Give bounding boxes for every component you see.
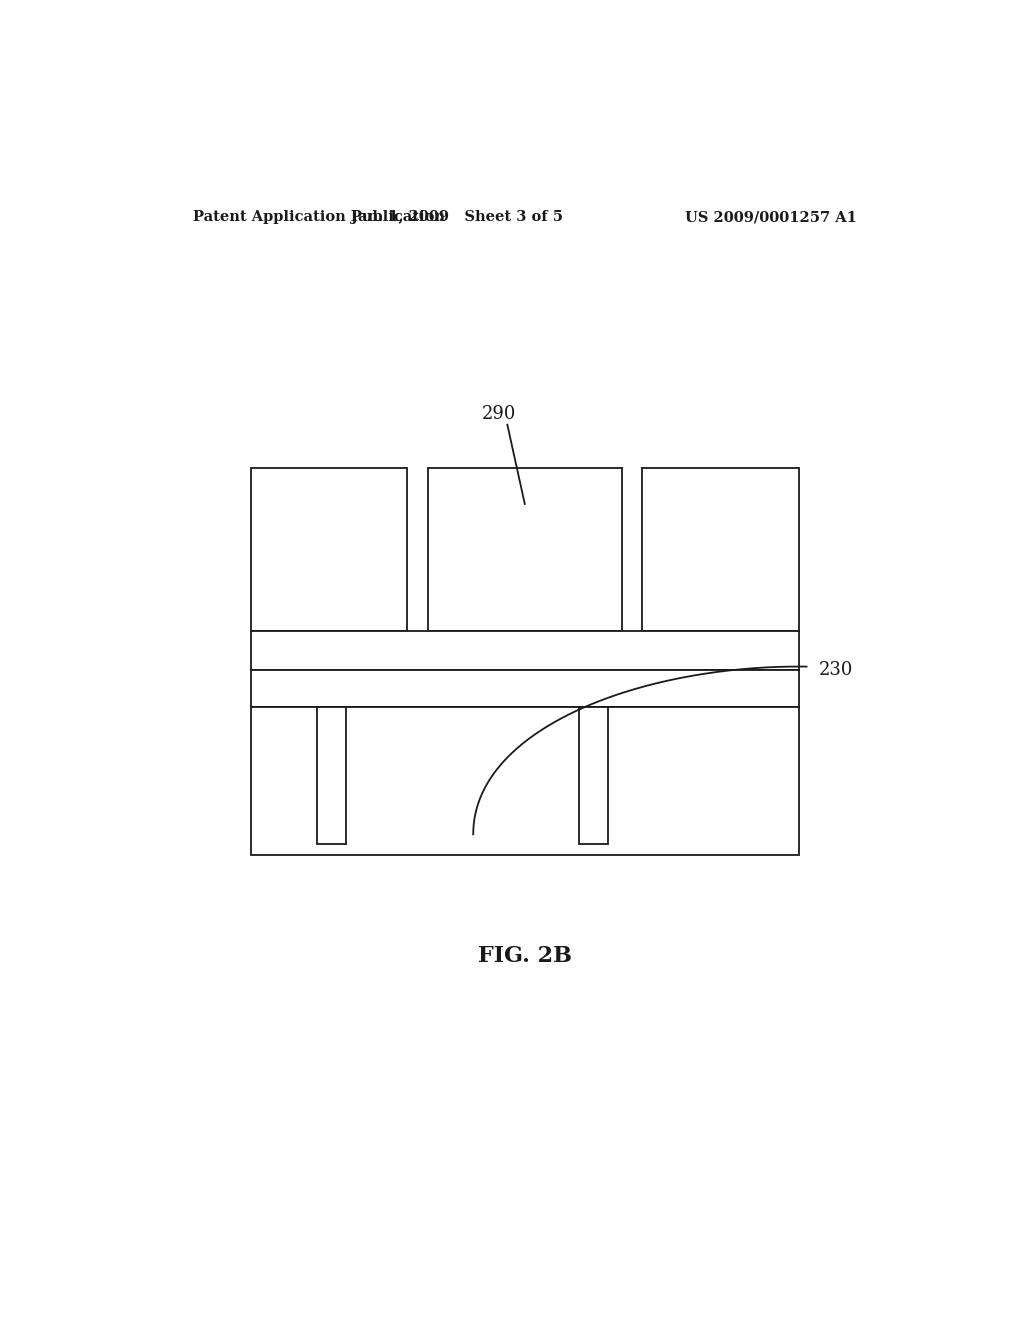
Text: Patent Application Publication: Patent Application Publication xyxy=(194,210,445,224)
Bar xyxy=(428,469,622,631)
Bar xyxy=(251,708,799,854)
Bar xyxy=(251,469,408,631)
Text: Jan. 1, 2009   Sheet 3 of 5: Jan. 1, 2009 Sheet 3 of 5 xyxy=(351,210,563,224)
Text: 290: 290 xyxy=(482,405,516,422)
Bar xyxy=(579,708,608,845)
Bar xyxy=(642,469,799,631)
Bar xyxy=(251,631,799,669)
Text: US 2009/0001257 A1: US 2009/0001257 A1 xyxy=(685,210,856,224)
Bar xyxy=(251,669,799,708)
Text: 230: 230 xyxy=(818,660,853,678)
Text: FIG. 2B: FIG. 2B xyxy=(478,945,571,968)
Bar xyxy=(316,708,346,845)
